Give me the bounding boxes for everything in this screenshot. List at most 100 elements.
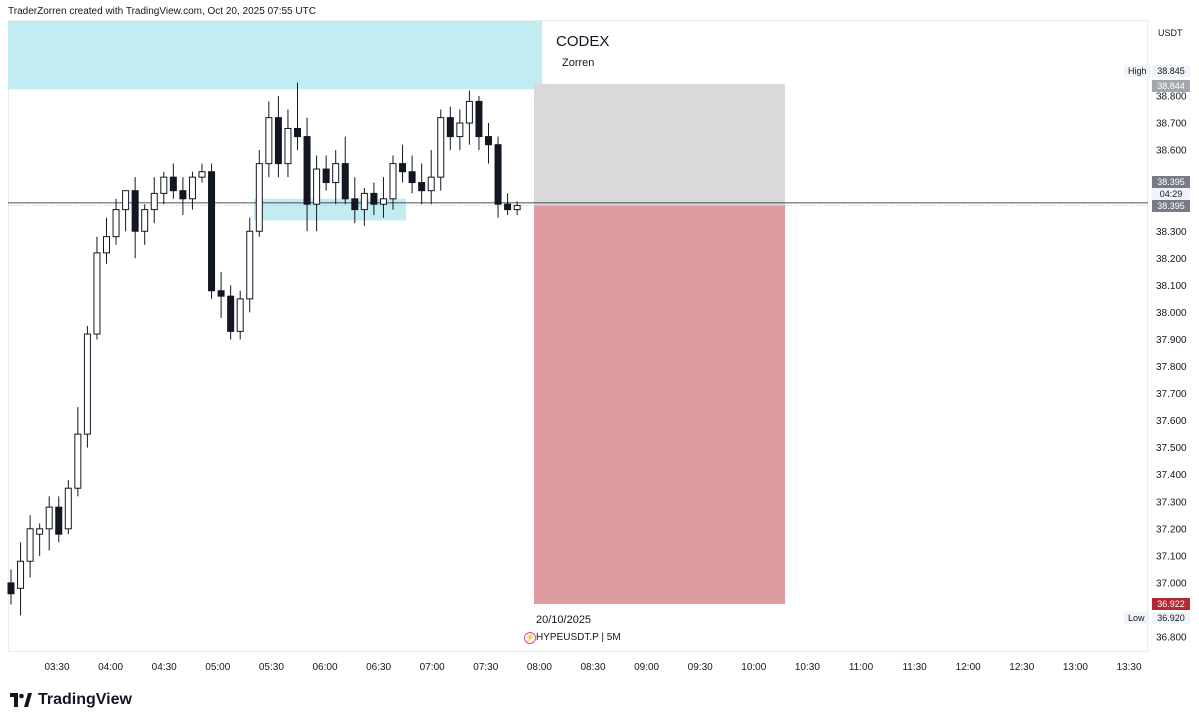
- time-tick-label: 10:30: [795, 662, 820, 673]
- entry-price-tag: 38.395: [1152, 200, 1190, 212]
- price-tick-label: 37.000: [1156, 578, 1187, 589]
- tradingview-logo-icon: [10, 693, 32, 707]
- low-value-tag: 36.920: [1152, 612, 1190, 624]
- time-tick-label: 10:00: [741, 662, 766, 673]
- candle-body: [227, 295, 235, 332]
- demand-zone: [254, 198, 406, 221]
- candle-body: [351, 198, 359, 211]
- candle-body: [446, 117, 454, 138]
- current-price-tag: 38.395: [1152, 176, 1190, 188]
- candle-body: [465, 100, 473, 124]
- candle-body: [45, 506, 53, 530]
- time-tick-label: 05:00: [205, 662, 230, 673]
- candle-body: [494, 144, 502, 205]
- time-tick-label: 03:30: [44, 662, 69, 673]
- tradingview-logo[interactable]: TradingView: [10, 691, 132, 709]
- price-tick-label: 38.800: [1156, 92, 1187, 103]
- date-label: 20/10/2025: [536, 614, 592, 626]
- time-tick-label: 13:00: [1063, 662, 1088, 673]
- time-tick-label: 08:30: [580, 662, 605, 673]
- candle-body: [389, 163, 397, 200]
- candle-body: [294, 127, 301, 138]
- time-tick-label: 04:30: [152, 662, 177, 673]
- time-tick-label: 13:30: [1116, 662, 1141, 673]
- candle-body: [360, 192, 368, 211]
- candle-body: [513, 205, 521, 211]
- high-label: High: [1124, 65, 1151, 77]
- candle-body: [93, 252, 101, 335]
- candle-body: [255, 163, 263, 232]
- indicator-subtitle: Zorren: [562, 57, 595, 69]
- brand-name: TradingView: [38, 691, 132, 708]
- time-tick-label: 08:00: [527, 662, 552, 673]
- candle-body: [456, 122, 464, 138]
- candle-body: [36, 528, 44, 535]
- time-tick-label: 06:30: [366, 662, 391, 673]
- chart-area[interactable]: [8, 20, 1148, 652]
- candle-body: [131, 190, 139, 232]
- candle-body: [188, 176, 196, 200]
- candle-body: [246, 230, 254, 300]
- candle-body: [399, 163, 407, 173]
- candle-body: [7, 582, 15, 595]
- take-profit-zone: [534, 84, 785, 206]
- time-tick-label: 04:00: [98, 662, 123, 673]
- price-tick-label: 37.500: [1156, 443, 1187, 454]
- candle-body: [64, 487, 72, 530]
- stop-loss-zone: [534, 205, 785, 604]
- price-tick-label: 38.100: [1156, 281, 1187, 292]
- indicator-title: CODEX: [556, 33, 610, 50]
- low-label: Low: [1124, 612, 1149, 624]
- candle-body: [236, 298, 244, 332]
- candle-body: [208, 171, 216, 292]
- lightning-icon: ⚡: [524, 632, 536, 644]
- candle-body: [332, 163, 340, 184]
- symbol-label: HYPEUSDT.P | 5M: [536, 632, 621, 643]
- price-tick-label: 37.100: [1156, 551, 1187, 562]
- chart-attribution: TraderZorren created with TradingView.co…: [8, 6, 316, 17]
- candle-body: [485, 136, 492, 146]
- candle-body: [122, 190, 130, 211]
- candle-body: [265, 117, 273, 165]
- time-tick-label: 07:30: [473, 662, 498, 673]
- time-tick-label: 06:00: [312, 662, 337, 673]
- supply-zone: [8, 21, 542, 90]
- candle-body: [55, 506, 63, 535]
- countdown-tag: 04:29: [1152, 188, 1190, 200]
- price-tick-label: 37.400: [1156, 470, 1187, 481]
- price-tick-label: 37.600: [1156, 416, 1187, 427]
- candle-body: [379, 198, 387, 205]
- candle-body: [427, 176, 435, 192]
- take-profit-tag: 38.844: [1152, 80, 1190, 92]
- price-tick-label: 37.900: [1156, 335, 1187, 346]
- price-tick-label: 37.300: [1156, 497, 1187, 508]
- currency-label[interactable]: USDT: [1158, 28, 1183, 38]
- candle-body: [504, 203, 512, 211]
- time-tick-label: 12:00: [956, 662, 981, 673]
- candle-body: [103, 236, 110, 254]
- price-tick-label: 37.200: [1156, 524, 1187, 535]
- candle-body: [284, 127, 292, 165]
- candle-body: [341, 163, 349, 200]
- time-tick-label: 09:00: [634, 662, 659, 673]
- candle-body: [475, 100, 483, 138]
- time-tick-label: 11:00: [849, 662, 874, 673]
- high-value-tag: 38.845: [1152, 65, 1190, 77]
- candle-body: [303, 136, 311, 205]
- time-tick-label: 05:30: [259, 662, 284, 673]
- candle-body: [160, 176, 168, 194]
- time-tick-label: 07:00: [420, 662, 445, 673]
- candle-body: [26, 528, 34, 562]
- candle-body: [83, 333, 91, 435]
- candle-body: [150, 192, 158, 211]
- candle-body: [313, 168, 321, 205]
- price-tick-label: 36.800: [1156, 633, 1187, 644]
- candle-body: [322, 168, 330, 184]
- price-tick-label: 38.300: [1156, 227, 1187, 238]
- candle-body: [274, 117, 282, 165]
- price-tick-label: 38.600: [1156, 146, 1187, 157]
- candle-body: [198, 171, 206, 178]
- candle-body: [112, 209, 120, 238]
- interval-name: 5M: [606, 632, 621, 643]
